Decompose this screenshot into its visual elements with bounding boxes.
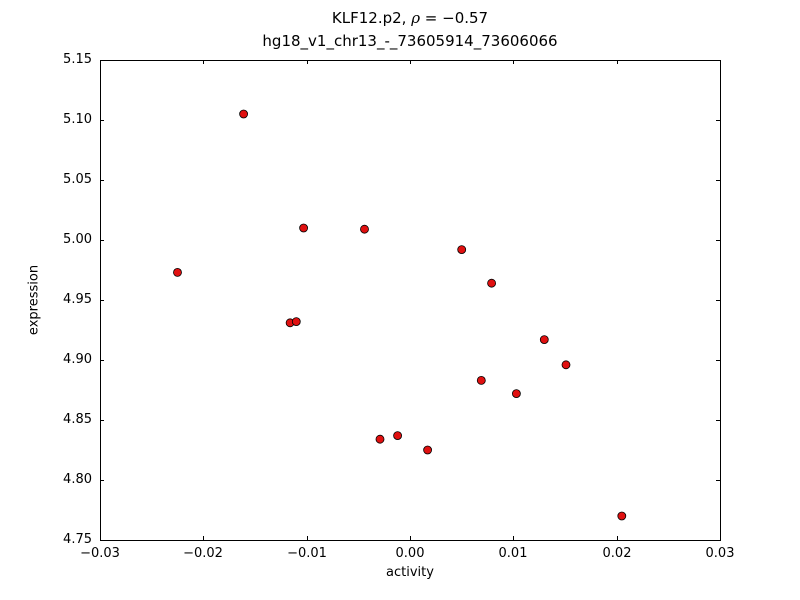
data-point: [561, 360, 571, 370]
chart-subtitle: hg18_v1_chr13_-_73605914_73606066: [262, 32, 558, 50]
x-tick-label: 0.02: [602, 546, 632, 561]
chart-title-suffix: = −0.57: [420, 9, 489, 27]
axes-frame: [100, 60, 721, 541]
data-point: [173, 267, 182, 277]
data-point: [423, 445, 433, 455]
data-point: [512, 389, 521, 399]
y-tick-label: 4.80: [63, 472, 92, 487]
x-tick-label: −0.02: [183, 546, 223, 561]
data-point: [539, 335, 549, 345]
data-point: [487, 278, 497, 288]
data-point: [476, 375, 486, 385]
data-point: [393, 431, 403, 441]
data-point: [457, 245, 467, 255]
data-point: [360, 224, 369, 234]
x-tick-label: −0.03: [80, 546, 120, 561]
data-point: [291, 317, 301, 327]
data-point: [617, 511, 627, 521]
y-tick-label: 4.75: [63, 532, 92, 547]
y-tick-label: 5.05: [63, 172, 92, 187]
data-point: [375, 434, 385, 444]
chart-title-prefix: KLF12.p2,: [331, 9, 412, 27]
rho-symbol: ρ: [411, 9, 421, 27]
y-tick-label: 5.10: [63, 112, 92, 127]
y-tick-label: 4.95: [63, 292, 92, 307]
x-tick-label: −0.01: [287, 546, 327, 561]
y-tick-label: 4.85: [63, 412, 92, 427]
data-point: [299, 223, 309, 233]
x-tick-label: 0.03: [705, 546, 735, 561]
y-axis-label: expression: [26, 264, 42, 336]
x-tick-label: 0.01: [498, 546, 528, 561]
x-tick-label: 0.00: [395, 546, 425, 561]
chart-title: KLF12.p2, ρ = −0.57: [100, 9, 720, 27]
data-point: [239, 109, 249, 119]
x-axis-label: activity: [386, 565, 434, 580]
y-tick-label: 4.90: [63, 352, 92, 367]
y-tick-label: 5.00: [63, 232, 92, 247]
y-tick-label: 5.15: [63, 52, 92, 67]
